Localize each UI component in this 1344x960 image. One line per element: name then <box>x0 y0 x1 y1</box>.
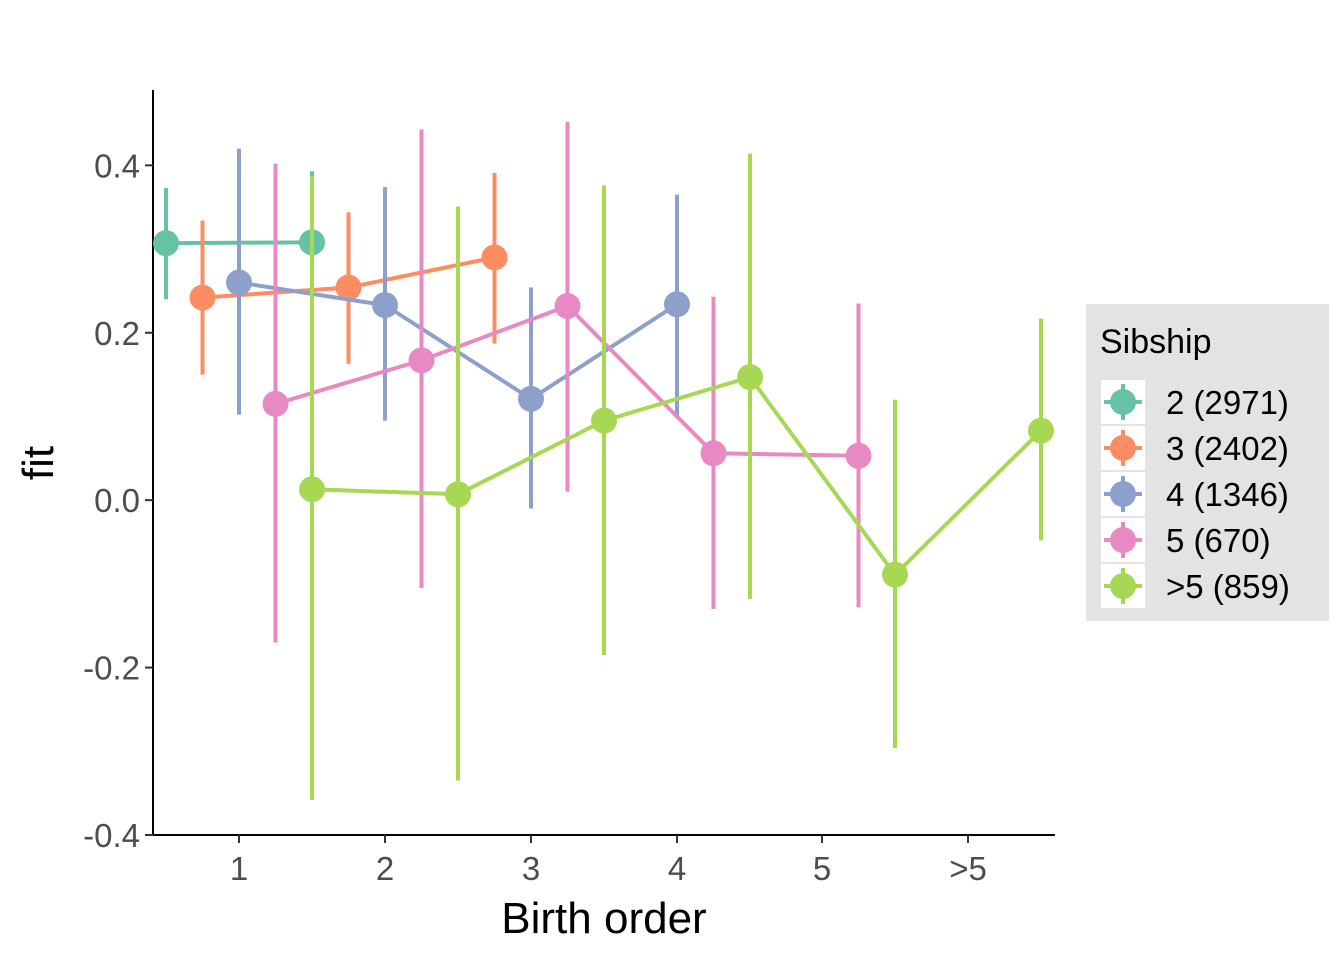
data-point <box>1028 417 1054 444</box>
legend-key-point <box>1110 527 1136 553</box>
legend: Sibship 2 (2971) 3 (2402) 4 (1346) 5 (670) >… <box>1086 304 1329 621</box>
x-tick-label: 1 <box>230 850 248 887</box>
data-point <box>262 390 289 417</box>
legend-item: 2 (2971) <box>1101 380 1289 424</box>
data-point <box>882 561 908 588</box>
legend-label: >5 (859) <box>1166 568 1290 605</box>
data-point <box>226 269 252 296</box>
y-axis-title: fit <box>14 446 63 480</box>
legend-key-point <box>1110 573 1136 599</box>
y-tick-label: 0.2 <box>94 315 140 352</box>
data-point <box>518 385 544 412</box>
legend-item: >5 (859) <box>1101 564 1290 608</box>
data-point <box>664 291 690 318</box>
series-5 <box>299 153 1054 800</box>
x-tick-label: 4 <box>668 850 686 887</box>
legend-item: 5 (670) <box>1101 518 1271 562</box>
y-tick-label: 0.4 <box>94 147 140 184</box>
legend-key-point <box>1110 481 1136 507</box>
data-point <box>737 364 763 391</box>
y-tick-label: -0.2 <box>83 650 140 687</box>
data-point <box>445 481 471 508</box>
data-point <box>372 292 398 319</box>
data-point <box>153 230 179 257</box>
data-point <box>700 440 727 467</box>
data-point <box>481 244 508 271</box>
data-point <box>299 476 325 503</box>
x-axis: 1 2 3 4 5 >5 <box>153 834 1055 887</box>
data-point <box>591 407 617 434</box>
legend-label: 2 (2971) <box>1166 384 1289 421</box>
legend-key-point <box>1110 435 1136 461</box>
legend-item: 3 (2402) <box>1101 426 1289 470</box>
series-line <box>311 375 1043 577</box>
y-tick-label: -0.4 <box>83 817 140 854</box>
x-tick-label: 2 <box>376 850 394 887</box>
legend-title: Sibship <box>1100 323 1212 361</box>
legend-label: 4 (1346) <box>1166 476 1289 513</box>
y-tick-label: 0.0 <box>94 482 140 519</box>
data-point <box>335 274 362 301</box>
x-tick-label: 5 <box>813 850 831 887</box>
x-tick-label: 3 <box>522 850 540 887</box>
plot-area <box>153 121 1054 800</box>
legend-key-point <box>1110 389 1136 415</box>
legend-label: 5 (670) <box>1166 522 1271 559</box>
series-2 <box>189 172 508 375</box>
series-4 <box>262 121 872 643</box>
data-point <box>408 347 435 374</box>
legend-item: 4 (1346) <box>1101 472 1289 516</box>
legend-label: 3 (2402) <box>1166 430 1289 467</box>
y-axis: -0.4 -0.2 0.0 0.2 0.4 <box>83 90 154 854</box>
data-point <box>554 292 581 319</box>
x-tick-label: >5 <box>949 850 987 887</box>
data-point <box>189 284 216 311</box>
x-axis-title: Birth order <box>501 894 706 943</box>
data-point <box>845 442 872 469</box>
